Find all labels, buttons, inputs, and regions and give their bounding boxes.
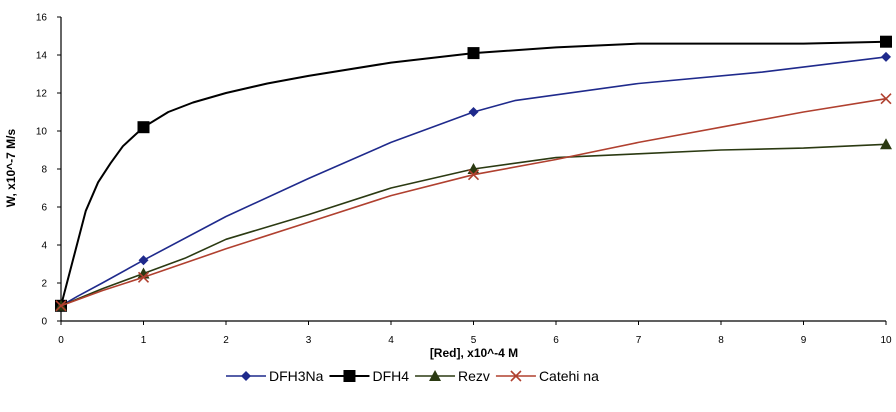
x-tick-label: 10 (880, 335, 892, 346)
legend-marker (429, 370, 442, 381)
x-tick-label: 1 (141, 335, 147, 346)
data-point (138, 255, 149, 266)
y-tick-label: 0 (41, 317, 47, 328)
legend-item-catehi-na: Catehi na (495, 368, 599, 384)
x-marker-stroke (137, 271, 150, 283)
data-point (55, 300, 67, 312)
x-tick-label: 4 (388, 335, 394, 346)
x-marker-stroke (467, 169, 480, 181)
data-point (468, 107, 479, 117)
series-line (60, 40, 887, 307)
legend-label: Rezv (458, 368, 490, 384)
series-catehi-na (55, 93, 892, 312)
legend-label: DFH3Na (269, 368, 324, 384)
y-tick-label: 4 (41, 241, 47, 252)
axes (57, 16, 887, 325)
legend-marker (241, 371, 251, 381)
legend-item-dfh4: DFH4 (329, 368, 409, 384)
x-marker-stroke (55, 300, 67, 312)
series-line (60, 56, 887, 307)
y-tick-label: 14 (36, 51, 48, 62)
legend-marker (510, 370, 522, 382)
legend-marker (343, 370, 356, 382)
x-tick-label: 2 (223, 335, 229, 346)
x-axis-title: [Red], x10^-4 M (430, 346, 518, 360)
x-tick-label: 0 (58, 335, 64, 346)
data-point (881, 51, 891, 62)
data-point (137, 121, 150, 134)
y-tick-label: 16 (36, 13, 48, 24)
data-point (467, 47, 480, 60)
y-tick-label: 2 (41, 279, 47, 290)
x-tick-label: 5 (471, 335, 477, 346)
y-axis-title: W, x10^-7 M/s (4, 128, 18, 207)
x-tick-label: 8 (718, 335, 724, 346)
series-dfh3na (56, 51, 891, 311)
x-marker-stroke (510, 370, 522, 382)
y-tick-label: 6 (41, 203, 47, 214)
x-tick-label: 7 (636, 335, 642, 346)
legend: DFH3Na DFH4 Rezv Catehi na (226, 368, 599, 384)
series-rezv (55, 138, 892, 311)
data-point (467, 169, 480, 181)
data-point (880, 138, 892, 150)
data-point (880, 35, 892, 48)
data-point (137, 271, 150, 283)
x-tick-label: 9 (801, 335, 807, 346)
legend-label: DFH4 (372, 368, 409, 384)
y-tick-label: 10 (36, 127, 48, 138)
x-tick-label: 3 (306, 335, 312, 346)
data-point (880, 93, 892, 105)
series-layer (55, 35, 892, 312)
y-tick-label: 8 (41, 165, 47, 176)
legend-item-rezv: Rezv (415, 368, 490, 384)
legend-label: Catehi na (539, 368, 599, 384)
x-marker-stroke (880, 93, 892, 105)
legend-item-dfh3na: DFH3Na (226, 368, 324, 384)
x-tick-label: 6 (553, 335, 559, 346)
y-tick-label: 12 (36, 89, 48, 100)
series-line (60, 97, 887, 307)
